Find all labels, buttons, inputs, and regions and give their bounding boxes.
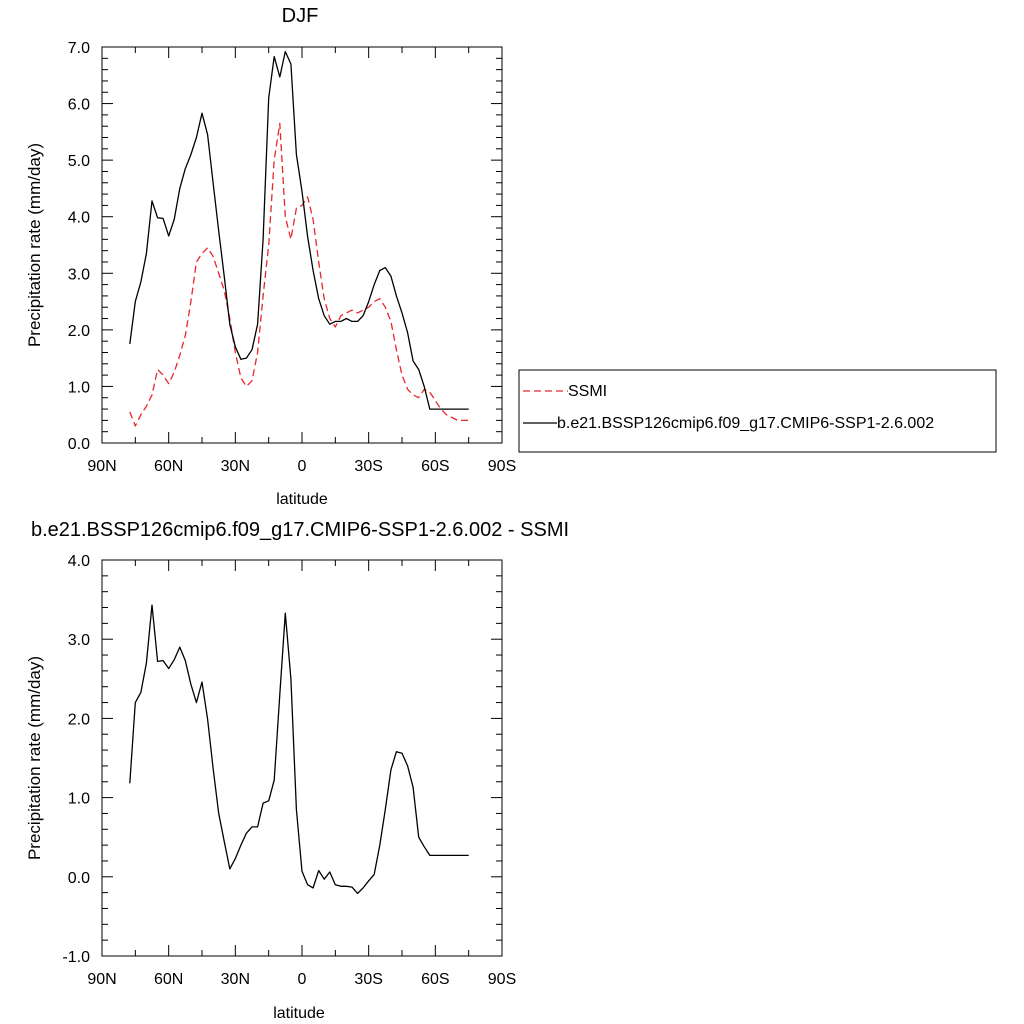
top-chart-x-axis-label: latitude xyxy=(276,491,328,508)
top-chart-y-tick-label: 2.0 xyxy=(68,323,90,340)
top-chart-x-tick-label: 30S xyxy=(354,458,382,475)
top-chart-axes: 90N 60N 30N 0 30S 60S 90S 0.0 1.0 2.0 3.0 4.0 5.0 6.0… xyxy=(68,40,516,475)
bottom-chart: b.e21.BSSP126cmip6.f09_g17.CMIP6-SSP1-2.… xyxy=(25,519,569,1022)
top-chart-x-tick-label: 0 xyxy=(298,458,307,475)
top-chart-y-tick-label: 4.0 xyxy=(68,210,90,227)
top-chart-y-tick-label: 0.0 xyxy=(68,436,90,453)
bottom-chart-y-tick-label: 0.0 xyxy=(68,870,90,887)
bottom-chart-y-tick-label: 1.0 xyxy=(68,791,90,808)
bottom-chart-y-tick-label: 4.0 xyxy=(68,553,90,570)
top-chart-y-tick-label: 6.0 xyxy=(68,97,90,114)
top-chart-y-tick-label: 1.0 xyxy=(68,379,90,396)
legend-ssmi-label: SSMI xyxy=(568,383,607,400)
bottom-chart-series-difference-line xyxy=(129,604,469,895)
top-chart-plot-frame xyxy=(101,46,503,444)
bottom-chart-x-tick-label: 90N xyxy=(87,971,116,988)
bottom-chart-series xyxy=(129,604,469,895)
top-chart: DJF 90N 60N 30N 0 30S 60S 90S 0.0 1.0 2.0 3.0 4.0 5.… xyxy=(25,5,516,508)
legend-model-label: b.e21.BSSP126cmip6.f09_g17.CMIP6-SSP1-2.… xyxy=(557,415,934,432)
bottom-chart-y-tick-label: 3.0 xyxy=(68,632,90,649)
bottom-chart-x-tick-label: 90S xyxy=(488,971,516,988)
bottom-chart-x-tick-label: 60S xyxy=(421,971,449,988)
bottom-chart-plot-frame xyxy=(101,559,503,957)
bottom-chart-x-tick-label: 60N xyxy=(154,971,183,988)
top-chart-x-tick-label: 60S xyxy=(421,458,449,475)
bottom-chart-y-tick-label: -1.0 xyxy=(62,949,90,966)
top-chart-series-ssmi-line xyxy=(129,122,469,427)
bottom-chart-x-tick-label: 30S xyxy=(354,971,382,988)
top-chart-x-tick-label: 90N xyxy=(87,458,116,475)
top-chart-y-tick-label: 3.0 xyxy=(68,266,90,283)
legend: SSMI b.e21.BSSP126cmip6.f09_g17.CMIP6-SS… xyxy=(518,369,997,453)
bottom-chart-x-tick-label: 30N xyxy=(221,971,250,988)
bottom-chart-title: b.e21.BSSP126cmip6.f09_g17.CMIP6-SSP1-2.… xyxy=(31,519,569,541)
top-chart-y-tick-label: 5.0 xyxy=(68,153,90,170)
top-chart-y-tick-label: 7.0 xyxy=(68,40,90,57)
top-chart-series-model-line xyxy=(129,50,469,410)
top-chart-y-axis-label: Precipitation rate (mm/day) xyxy=(25,143,44,347)
top-chart-series xyxy=(129,50,469,427)
bottom-chart-x-tick-label: 0 xyxy=(298,971,307,988)
bottom-chart-axes: 90N 60N 30N 0 30S 60S 90S -1.0 0.0 1.0 2.0 3.0 4.0 xyxy=(62,553,516,988)
bottom-chart-y-axis-label: Precipitation rate (mm/day) xyxy=(25,656,44,860)
top-chart-x-tick-label: 30N xyxy=(221,458,250,475)
top-chart-x-tick-label: 90S xyxy=(488,458,516,475)
legend-box xyxy=(518,369,997,453)
top-chart-title: DJF xyxy=(282,5,319,27)
top-chart-x-tick-label: 60N xyxy=(154,458,183,475)
bottom-chart-x-axis-label: latitude xyxy=(273,1005,325,1022)
bottom-chart-y-tick-label: 2.0 xyxy=(68,711,90,728)
